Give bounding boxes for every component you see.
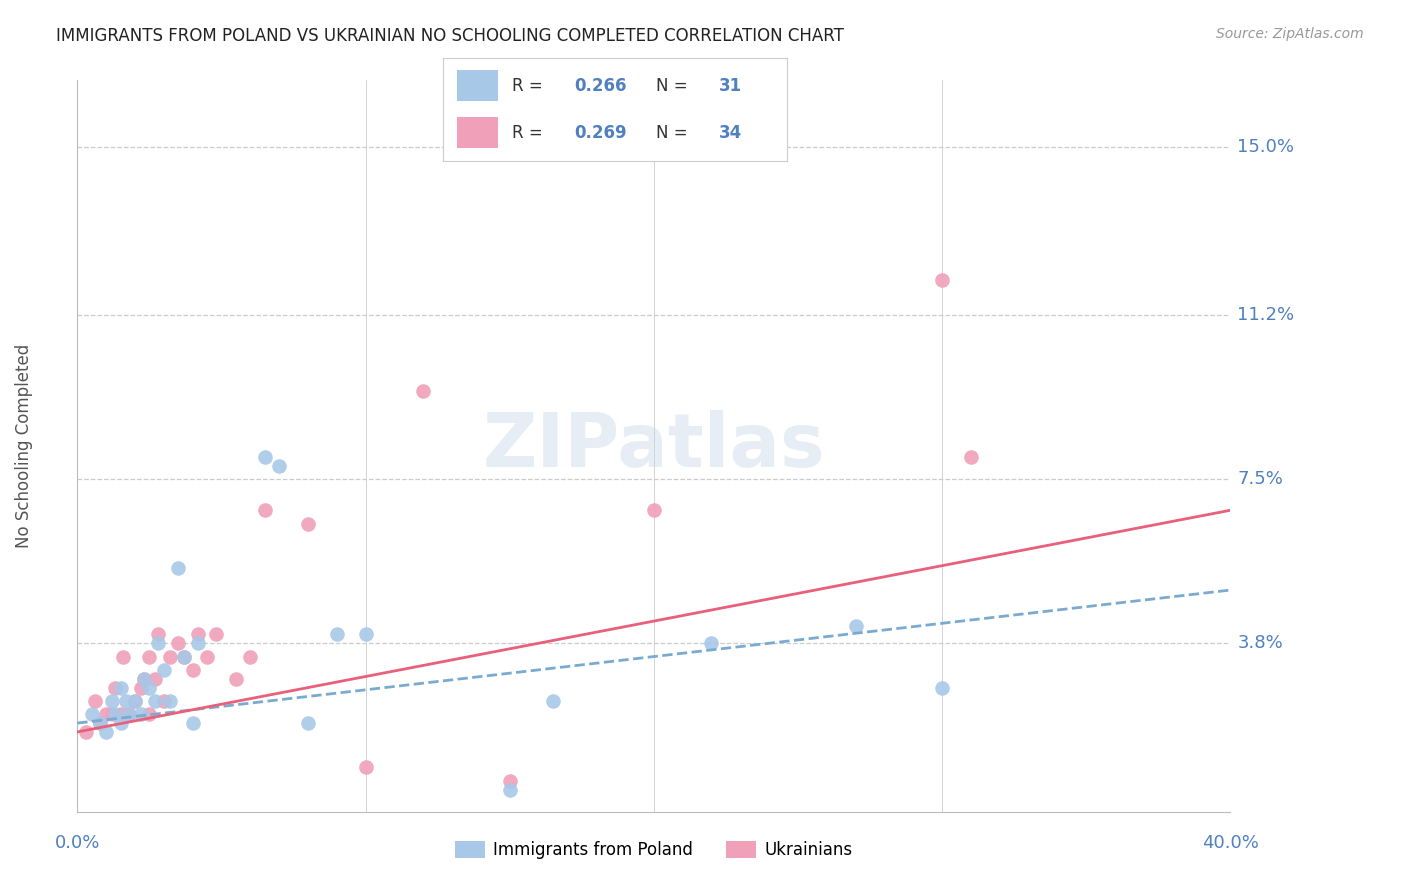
Point — [146, 636, 169, 650]
Point — [167, 561, 190, 575]
Point — [96, 725, 118, 739]
Point — [153, 663, 174, 677]
Text: 31: 31 — [718, 77, 741, 95]
Point — [118, 707, 141, 722]
Point — [297, 516, 319, 531]
Text: 0.0%: 0.0% — [55, 834, 100, 852]
Point — [960, 450, 983, 464]
Text: 40.0%: 40.0% — [1202, 834, 1258, 852]
Text: N =: N = — [657, 124, 693, 142]
Point — [96, 707, 118, 722]
Point — [931, 273, 953, 287]
Point — [499, 782, 522, 797]
Text: Source: ZipAtlas.com: Source: ZipAtlas.com — [1216, 27, 1364, 41]
Point — [112, 649, 135, 664]
Point — [700, 636, 723, 650]
Point — [354, 760, 377, 774]
Point — [253, 450, 276, 464]
FancyBboxPatch shape — [457, 118, 498, 148]
Legend: Immigrants from Poland, Ukrainians: Immigrants from Poland, Ukrainians — [449, 834, 859, 865]
Text: N =: N = — [657, 77, 693, 95]
Point — [89, 716, 111, 731]
Text: No Schooling Completed: No Schooling Completed — [15, 344, 32, 548]
Point — [143, 694, 166, 708]
Point — [187, 636, 209, 650]
Text: 0.266: 0.266 — [574, 77, 626, 95]
Point — [239, 649, 262, 664]
Point — [153, 694, 174, 708]
Point — [643, 503, 665, 517]
Text: ZIPatlas: ZIPatlas — [482, 409, 825, 483]
Text: 7.5%: 7.5% — [1237, 470, 1284, 488]
Point — [110, 707, 132, 722]
Point — [83, 694, 105, 708]
Point — [173, 649, 195, 664]
Point — [354, 627, 377, 641]
Point — [167, 636, 190, 650]
Point — [138, 681, 160, 695]
Text: R =: R = — [512, 77, 548, 95]
Point — [104, 681, 127, 695]
Point — [267, 458, 291, 473]
Point — [195, 649, 218, 664]
Text: 3.8%: 3.8% — [1237, 634, 1284, 652]
Point — [225, 672, 247, 686]
Text: 15.0%: 15.0% — [1237, 137, 1295, 156]
Point — [159, 694, 181, 708]
Point — [187, 627, 209, 641]
Point — [325, 627, 349, 641]
Point — [845, 618, 868, 632]
Point — [159, 649, 181, 664]
Point — [118, 707, 141, 722]
Point — [89, 716, 111, 731]
Point — [181, 716, 204, 731]
Point — [173, 649, 195, 664]
Point — [101, 707, 124, 722]
Point — [129, 707, 152, 722]
Point — [541, 694, 564, 708]
Text: 11.2%: 11.2% — [1237, 306, 1295, 324]
Point — [138, 649, 160, 664]
Point — [124, 694, 146, 708]
Point — [253, 503, 276, 517]
Point — [110, 681, 132, 695]
Point — [75, 725, 97, 739]
Point — [146, 627, 169, 641]
Point — [110, 716, 132, 731]
Text: R =: R = — [512, 124, 548, 142]
Point — [132, 672, 155, 686]
Point — [115, 694, 138, 708]
Point — [297, 716, 319, 731]
Point — [412, 384, 434, 398]
Point — [181, 663, 204, 677]
Text: IMMIGRANTS FROM POLAND VS UKRAINIAN NO SCHOOLING COMPLETED CORRELATION CHART: IMMIGRANTS FROM POLAND VS UKRAINIAN NO S… — [56, 27, 844, 45]
Point — [129, 681, 152, 695]
FancyBboxPatch shape — [457, 70, 498, 101]
Point — [104, 707, 127, 722]
Point — [499, 773, 522, 788]
Point — [132, 672, 155, 686]
Point — [931, 681, 953, 695]
Point — [138, 707, 160, 722]
Text: 0.269: 0.269 — [574, 124, 627, 142]
Point — [101, 694, 124, 708]
Text: 34: 34 — [718, 124, 742, 142]
Point — [143, 672, 166, 686]
Point — [124, 694, 146, 708]
Point — [204, 627, 226, 641]
Point — [80, 707, 103, 722]
